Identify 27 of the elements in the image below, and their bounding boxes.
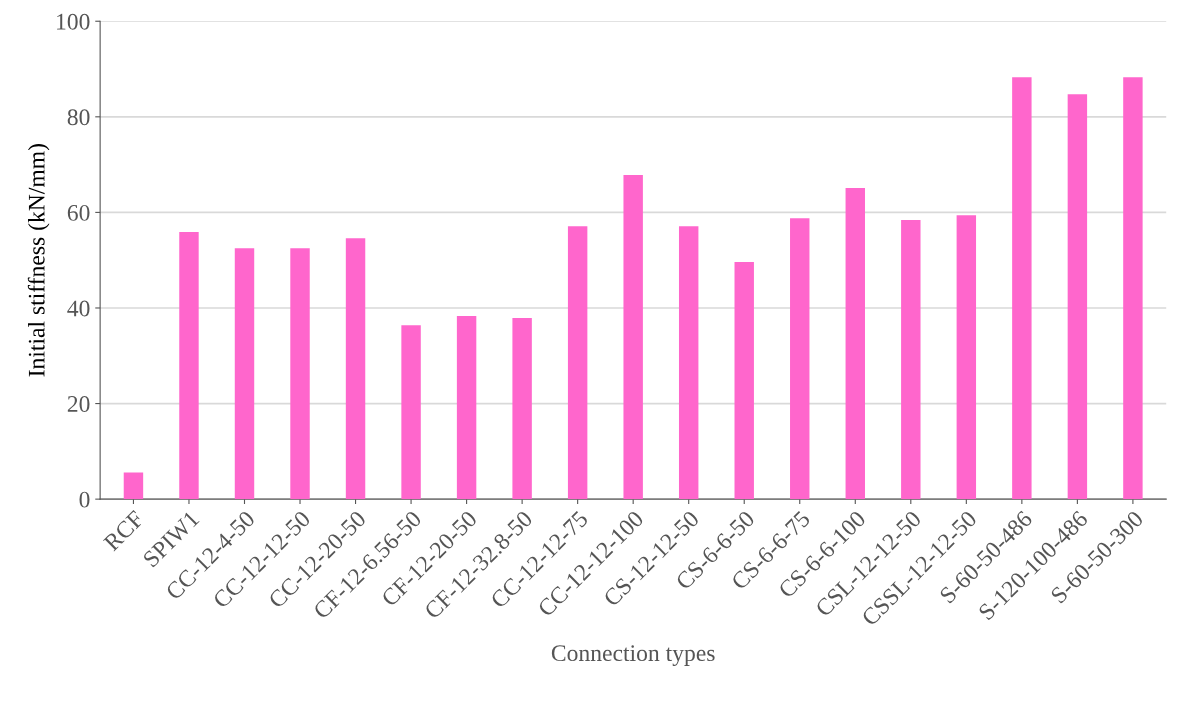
bar [179,231,199,500]
bar [123,472,144,500]
bar [790,218,810,500]
bar [345,238,366,500]
y-tick-label: 20 [67,396,90,412]
y-tick-label: 80 [67,109,90,126]
bar [401,325,421,500]
y-axis-title: Initial stiffness (kN/mm) [27,144,50,377]
bar [901,220,921,500]
bar [567,226,588,500]
y-tick-label: 60 [67,204,90,221]
bar [234,248,255,500]
bar [734,262,754,500]
bar [1123,77,1143,500]
y-tick-label: 0 [79,491,90,508]
bar [678,226,699,500]
bar [290,248,310,500]
bar [623,175,643,500]
bar [845,188,865,500]
bar [456,316,477,500]
y-tick-label: 40 [67,300,90,317]
bar [1067,94,1088,500]
y-tick-label: 100 [57,13,90,30]
x-axis-title: Connection types [551,645,715,666]
bar [512,318,532,500]
bar [956,215,977,500]
bar [1012,77,1032,500]
